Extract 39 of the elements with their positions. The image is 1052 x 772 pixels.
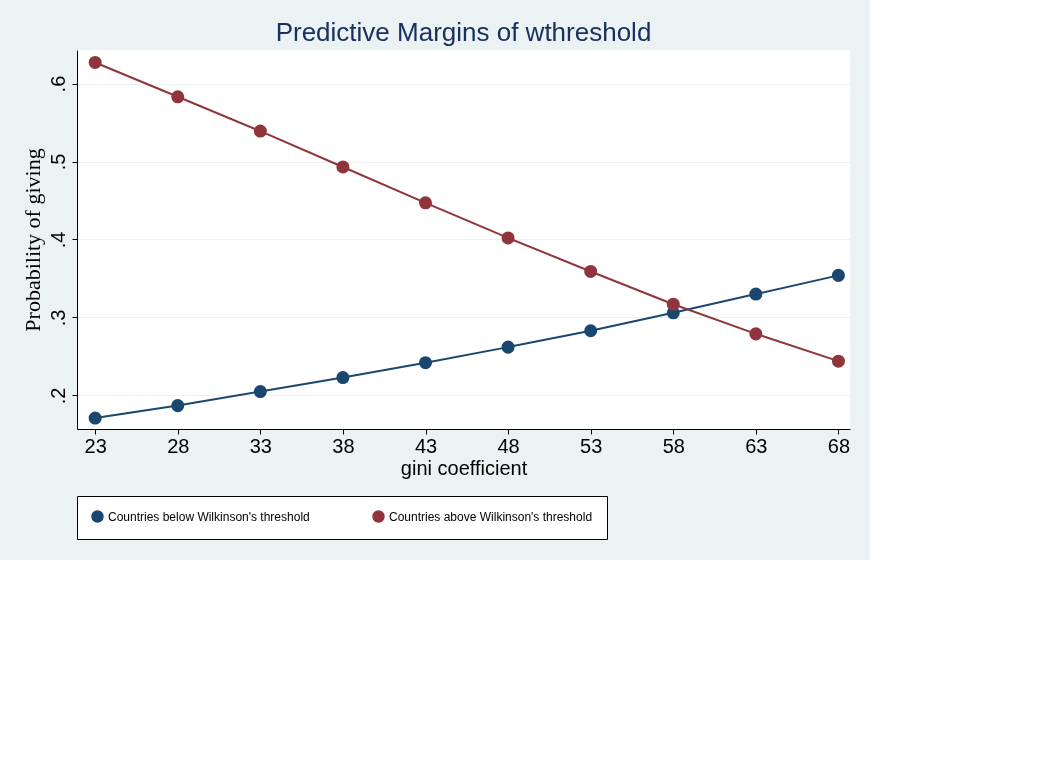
x-tick-label: 63 [745,434,768,457]
point [666,297,680,311]
point [336,371,350,385]
y-tick-label: .3 [46,309,69,327]
point [171,399,185,413]
point [831,354,845,368]
y-tick-label: .4 [46,231,69,249]
x-tick-label: 33 [249,434,272,457]
x-tick-label: 23 [84,434,107,457]
point [501,340,515,354]
x-axis-title: gini coefficient [400,456,528,479]
y-axis-title: Probability of giving [19,148,45,332]
point [831,268,845,282]
point [88,411,102,425]
point [418,356,433,370]
x-tick-label: 68 [827,434,851,457]
point [336,160,350,174]
y-tick-label: .6 [46,75,69,93]
point [501,231,515,245]
legend-label: Countries above Wilkinson's threshold [389,509,593,524]
x-tick-label: 38 [332,434,355,457]
point [171,90,185,104]
x-tick-label: 58 [662,434,685,457]
point [749,327,763,341]
x-tick-label: 48 [497,434,520,457]
point [88,55,102,69]
point [584,324,598,338]
point [418,196,433,210]
x-tick-label: 53 [580,434,603,457]
point [749,287,763,301]
point [584,264,598,278]
x-tick-label: 43 [414,434,438,457]
chart-title: Predictive Margins of wthreshold [275,17,652,47]
y-tick-label: .2 [46,387,69,405]
x-tick-label: 28 [167,434,190,457]
point [253,385,267,399]
y-tick-label: .5 [46,153,69,171]
point [253,124,267,138]
legend-label: Countries below Wilkinson's threshold [108,509,310,524]
